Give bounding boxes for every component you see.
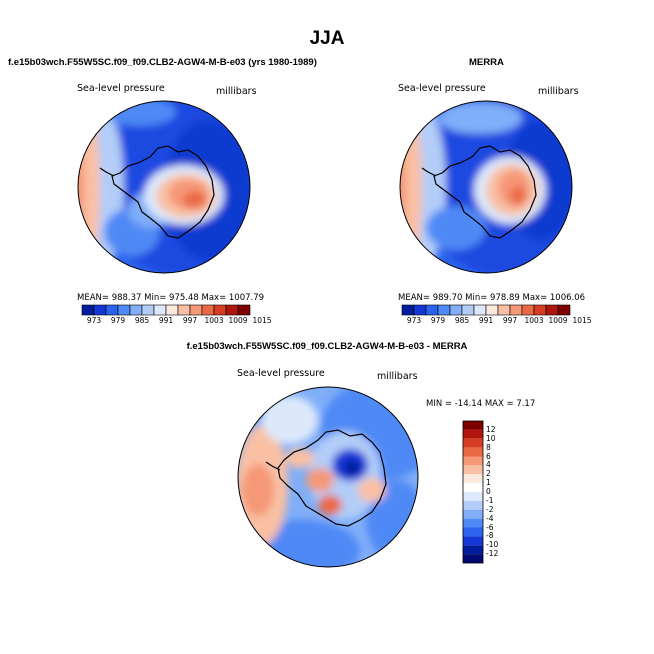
diff-colorbar-swatch — [463, 465, 483, 475]
case-colorbar-tick-label: 1015 — [252, 316, 272, 325]
diff-colorbar-swatch — [463, 509, 483, 519]
diff-stats: MIN = -14.14 MAX = 7.17 — [426, 399, 536, 409]
case-colorbar-tick-label: 1003 — [204, 316, 224, 325]
obs-colorbar-tick-label: 973 — [406, 316, 422, 325]
case-stats: MEAN= 988.37 Min= 975.48 Max= 1007.79 — [77, 293, 265, 303]
case-colorbar-swatch — [237, 304, 251, 316]
obs-colorbar-tick-label: 985 — [454, 316, 470, 325]
obs-colorbar-swatch — [557, 304, 571, 316]
case-colorbar-tick-label: 973 — [86, 316, 102, 325]
obs-colorbar-tick-label: 997 — [502, 316, 518, 325]
obs-colorbar-tick-label: 1003 — [524, 316, 544, 325]
diff-panel-header: f.e15b03wch.F55W5SC.f09_f09.CLB2-AGW4-M-… — [186, 341, 468, 352]
diff-coastline — [277, 429, 387, 527]
diff-colorbar-tick-label: -10 — [486, 540, 499, 550]
diff-colorbar-swatch — [463, 483, 483, 492]
diff-colorbar-swatch — [463, 429, 483, 439]
diff-colorbar-swatch — [463, 545, 483, 555]
diff-colorbar-swatch — [463, 536, 483, 546]
case-map-border — [77, 100, 251, 274]
diff-colorbar-tick-label: -4 — [486, 513, 494, 523]
diff-colorbar-swatch — [463, 447, 483, 457]
diff-colorbar-tick-label: -2 — [486, 504, 494, 514]
diff-colorbar-tick-label: 8 — [486, 442, 491, 452]
obs-field-label: Sea-level pressure — [398, 83, 486, 94]
case-colorbar-tick-label: 979 — [110, 316, 126, 325]
diff-colorbar-tick-label: 12 — [486, 424, 496, 434]
diff-colorbar-swatch — [463, 518, 483, 528]
case-coastline — [111, 145, 215, 239]
obs-colorbar-tick-label: 979 — [430, 316, 446, 325]
diff-colorbar-tick-label: 2 — [486, 469, 491, 479]
diff-colorbar-swatch — [463, 500, 483, 510]
diff-colorbar-swatch — [463, 527, 483, 537]
diff-colorbar-tick-label: -8 — [486, 531, 494, 541]
case-colorbar-tick-label: 991 — [158, 316, 174, 325]
case-colorbar-tick-label: 997 — [182, 316, 198, 325]
case-colorbar-tick-label: 1009 — [228, 316, 248, 325]
case-field-label: Sea-level pressure — [77, 83, 165, 94]
diff-colorbar-swatch — [463, 456, 483, 466]
obs-colorbar-tick-label: 1015 — [572, 316, 592, 325]
diff-colorbar-swatch — [463, 554, 483, 563]
obs-panel-header: MERRA — [469, 57, 504, 68]
diff-colorbar-swatch — [463, 474, 483, 484]
obs-stats: MEAN= 989.70 Min= 978.89 Max= 1006.06 — [398, 293, 586, 303]
diff-colorbar-swatch — [463, 438, 483, 448]
diff-colorbar-tick-label: 10 — [486, 433, 496, 443]
diff-colorbar-tick-label: 6 — [486, 451, 491, 461]
case-colorbar-tick-label: 985 — [134, 316, 150, 325]
obs-coastline — [433, 145, 537, 239]
diff-colorbar-tick-label: -1 — [486, 495, 494, 505]
diff-colorbar-tick-label: 1 — [486, 478, 491, 488]
diff-colorbar-tick-label: -6 — [486, 522, 494, 532]
obs-colorbar-tick-label: 991 — [478, 316, 494, 325]
diff-colorbar-swatch — [463, 421, 483, 430]
diff-colorbar-frame — [462, 420, 484, 564]
obs-colorbar-tick-label: 1009 — [548, 316, 568, 325]
case-units-label: millibars — [216, 86, 257, 97]
diff-field-label: Sea-level pressure — [237, 368, 325, 379]
diff-colorbar-swatch — [463, 492, 483, 501]
diff-colorbar-tick-label: 0 — [486, 487, 491, 496]
figure-title: JJA — [309, 28, 345, 49]
diff-colorbar-tick-label: -12 — [486, 549, 499, 559]
obs-units-label: millibars — [538, 86, 579, 97]
diff-units-label: millibars — [377, 371, 418, 382]
obs-map-border — [399, 100, 573, 274]
diff-map-border — [237, 386, 419, 568]
diff-colorbar-tick-label: 4 — [486, 460, 491, 470]
case-panel-header: f.e15b03wch.F55W5SC.f09_f09.CLB2-AGW4-M-… — [8, 57, 317, 68]
